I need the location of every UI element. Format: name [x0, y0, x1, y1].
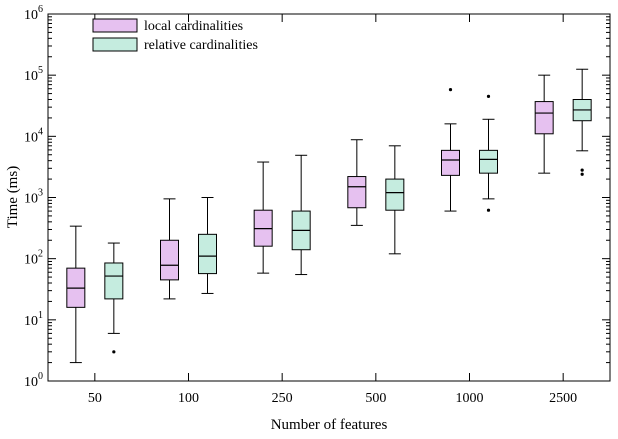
box-0-0 — [66, 225, 86, 364]
box-iqr — [198, 233, 217, 275]
box-0-2 — [253, 161, 273, 274]
y-tick-label: 105 — [24, 65, 43, 84]
outlier-point — [112, 350, 116, 354]
box-iqr — [441, 149, 460, 176]
x-tick-label: 1000 — [456, 391, 484, 406]
box-iqr — [534, 101, 554, 135]
box-1-1 — [198, 197, 217, 294]
legend-swatch-relative — [92, 37, 138, 52]
box-1-5 — [572, 68, 592, 176]
box-1-2 — [291, 154, 311, 276]
boxes-layer — [66, 68, 592, 364]
y-tick-label: 101 — [24, 310, 43, 329]
box-iqr — [385, 178, 405, 211]
box-iqr — [104, 262, 124, 300]
box-1-0 — [104, 242, 124, 354]
box-0-5 — [534, 74, 554, 174]
outlier-point — [580, 168, 584, 172]
x-tick-label: 500 — [365, 391, 386, 406]
plot-frame — [47, 13, 611, 382]
x-tick-label: 250 — [272, 391, 293, 406]
box-0-3 — [347, 139, 367, 226]
legend-swatch-local — [92, 18, 138, 33]
box-1-3 — [385, 145, 405, 255]
box-iqr — [160, 239, 179, 281]
outlier-point — [448, 88, 453, 92]
legend: local cardinalities relative cardinaliti… — [92, 18, 258, 53]
y-tick-label: 106 — [24, 4, 43, 23]
legend-label-relative: relative cardinalities — [144, 38, 258, 53]
x-tick-label: 100 — [178, 391, 199, 406]
box-1-4 — [479, 94, 498, 212]
y-tick-label: 104 — [24, 126, 43, 145]
outlier-point — [580, 172, 584, 176]
x-tick-label: 50 — [88, 391, 102, 406]
box-iqr — [347, 176, 367, 209]
outlier-point — [486, 208, 491, 212]
box-0-1 — [160, 198, 179, 300]
box-0-4 — [441, 88, 460, 212]
outlier-point — [486, 94, 491, 98]
x-axis-title: Number of features — [271, 417, 388, 433]
y-tick-label: 100 — [24, 371, 43, 390]
legend-label-local: local cardinalities — [144, 19, 243, 34]
y-axis: 100 101 102 103 104 105 106 — [24, 4, 610, 390]
y-tick-label: 103 — [24, 188, 43, 207]
y-axis-title: Time (ms) — [5, 166, 21, 228]
x-axis: 50 100 250 500 1000 2500 — [88, 14, 577, 406]
y-tick-label: 102 — [24, 249, 43, 268]
box-iqr — [479, 149, 498, 174]
x-tick-label: 2500 — [549, 391, 577, 406]
